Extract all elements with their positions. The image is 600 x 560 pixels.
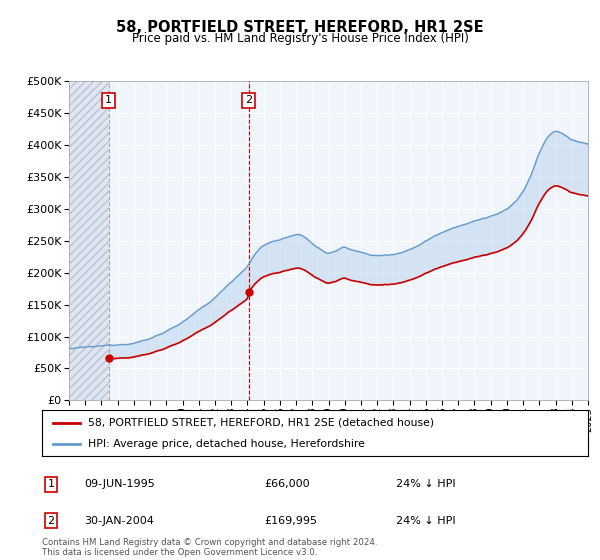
- Bar: [69, 81, 109, 400]
- Text: 2: 2: [47, 516, 55, 526]
- Text: Price paid vs. HM Land Registry's House Price Index (HPI): Price paid vs. HM Land Registry's House …: [131, 32, 469, 45]
- Text: 30-JAN-2004: 30-JAN-2004: [84, 516, 154, 526]
- Text: Contains HM Land Registry data © Crown copyright and database right 2024.
This d: Contains HM Land Registry data © Crown c…: [42, 538, 377, 557]
- Text: 2: 2: [245, 95, 252, 105]
- Text: £66,000: £66,000: [264, 479, 310, 489]
- Text: 58, PORTFIELD STREET, HEREFORD, HR1 2SE: 58, PORTFIELD STREET, HEREFORD, HR1 2SE: [116, 20, 484, 35]
- Text: 09-JUN-1995: 09-JUN-1995: [84, 479, 155, 489]
- Text: 58, PORTFIELD STREET, HEREFORD, HR1 2SE (detached house): 58, PORTFIELD STREET, HEREFORD, HR1 2SE …: [88, 418, 434, 428]
- Text: 1: 1: [105, 95, 112, 105]
- Text: 1: 1: [47, 479, 55, 489]
- Text: £169,995: £169,995: [264, 516, 317, 526]
- Text: 24% ↓ HPI: 24% ↓ HPI: [396, 479, 455, 489]
- Text: 24% ↓ HPI: 24% ↓ HPI: [396, 516, 455, 526]
- Text: HPI: Average price, detached house, Herefordshire: HPI: Average price, detached house, Here…: [88, 439, 365, 449]
